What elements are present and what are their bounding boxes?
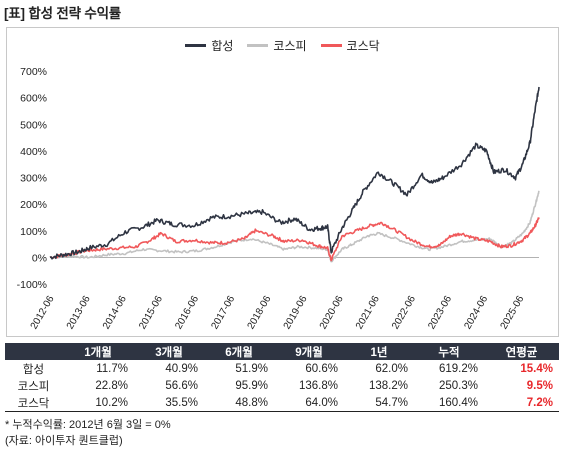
table-cell: 138.2% [368,379,408,392]
y-tick-label: 600% [20,93,47,105]
chart-legend: 합성 코스피 코스닥 [7,36,558,54]
x-tick-label: 2015-06 [137,294,165,332]
table-header-cell [5,343,62,360]
legend-item: 합성 [185,37,233,54]
table-cell: 51.9% [235,362,268,375]
cagr-cell: 15.4% [520,362,553,375]
chart-area: 합성 코스피 코스닥 700% 600% 500% 400% 300% 200% 100% 0% -… [6,27,559,337]
x-tick-label: 2020-06 [318,294,346,332]
y-tick-label: 500% [20,119,47,131]
y-tick-label: 200% [20,199,47,211]
table-cell: 60.6% [305,362,338,375]
table-cell: 11.7% [96,362,128,375]
x-tick-label: 2025-06 [499,294,527,332]
table-header-row: 1개월 3개월 6개월 9개월 1년 누적 연평균 [5,343,559,360]
table-cell: 22.8% [95,379,128,392]
table-header-cell: 연평균 [484,343,559,360]
y-tick-label: -100% [17,279,47,291]
line-chart: 700% 600% 500% 400% 300% 200% 100% 0% -100% 2012-… [17,66,540,332]
legend-swatch [320,44,342,47]
series-line [49,217,540,262]
table-cell: 619.2% [438,362,478,375]
x-tick-label: 2023-06 [426,294,454,332]
row-label: 코스닥 [5,394,62,412]
table-cell: 160.4% [414,394,484,412]
x-tick-label: 2018-06 [246,294,274,332]
table-cell: 54.7% [344,394,414,412]
table-cell: 64.0% [274,394,344,412]
table-cell: 250.3% [438,379,478,392]
legend-label: 코스닥 [346,39,380,53]
y-tick-label: 100% [20,226,47,238]
x-tick-label: 2022-06 [390,294,418,332]
x-tick-label: 2013-06 [65,294,93,332]
legend-swatch [185,44,207,47]
y-tick-label: 400% [20,146,47,158]
table-cell: 95.9% [235,379,268,392]
cagr-cell: 7.2% [484,394,559,412]
x-tick-label: 2017-06 [209,294,237,332]
table-cell: 40.9% [165,362,198,375]
y-tick-label: 700% [20,66,47,78]
chart-title: [표] 합성 전략 수익률 [4,6,122,21]
x-tick-label: 2014-06 [101,294,129,332]
legend-item: 코스피 [247,37,307,54]
cumulative-footnote: * 누적수익률: 2012년 6월 3일 = 0% [5,419,171,431]
x-tick-label: 2021-06 [354,294,382,332]
series-line [49,86,540,260]
legend-item: 코스닥 [320,37,380,54]
table-cell: 10.2% [62,394,134,412]
legend-label: 코스피 [273,39,307,53]
table-header-cell: 6개월 [204,343,274,360]
row-label: 합성 [22,363,45,376]
y-tick-label: 300% [20,173,47,185]
table-cell: 35.5% [134,394,204,412]
table-row: 합성 11.7% 40.9% 51.9% 60.6% 62.0% 619.2% 15.4% [5,360,559,377]
table-cell: 56.6% [165,379,198,392]
table-header-cell: 3개월 [134,343,204,360]
source-note: (자료: 아이투자 퀀트클럽) [5,435,123,447]
table-row: 코스닥 10.2% 35.5% 48.8% 64.0% 54.7% 160.4% 7.2% [5,394,559,412]
legend-swatch [247,44,269,47]
table-cell: 48.8% [204,394,274,412]
y-tick-label: 0% [32,252,47,264]
cagr-cell: 9.5% [526,379,553,392]
x-tick-label: 2012-06 [29,294,57,332]
x-tick-label: 2016-06 [173,294,201,332]
table-header-cell: 누적 [414,343,484,360]
series-line [49,190,540,263]
table-cell: 62.0% [375,362,408,375]
table-header-cell: 1개월 [62,343,134,360]
row-label: 코스피 [17,380,50,393]
table-header-cell: 9개월 [274,343,344,360]
table-header-cell: 1년 [344,343,414,360]
legend-label: 합성 [211,39,234,53]
table-cell: 136.8% [298,379,338,392]
returns-table: 1개월 3개월 6개월 9개월 1년 누적 연평균 합성 11.7% 40.9% 51.9% 60.… [5,343,559,412]
x-tick-label: 2019-06 [282,294,310,332]
table-row: 코스피 22.8% 56.6% 95.9% 136.8% 138.2% 250.3% 9.5% [5,377,559,394]
x-tick-label: 2024-06 [462,294,490,332]
